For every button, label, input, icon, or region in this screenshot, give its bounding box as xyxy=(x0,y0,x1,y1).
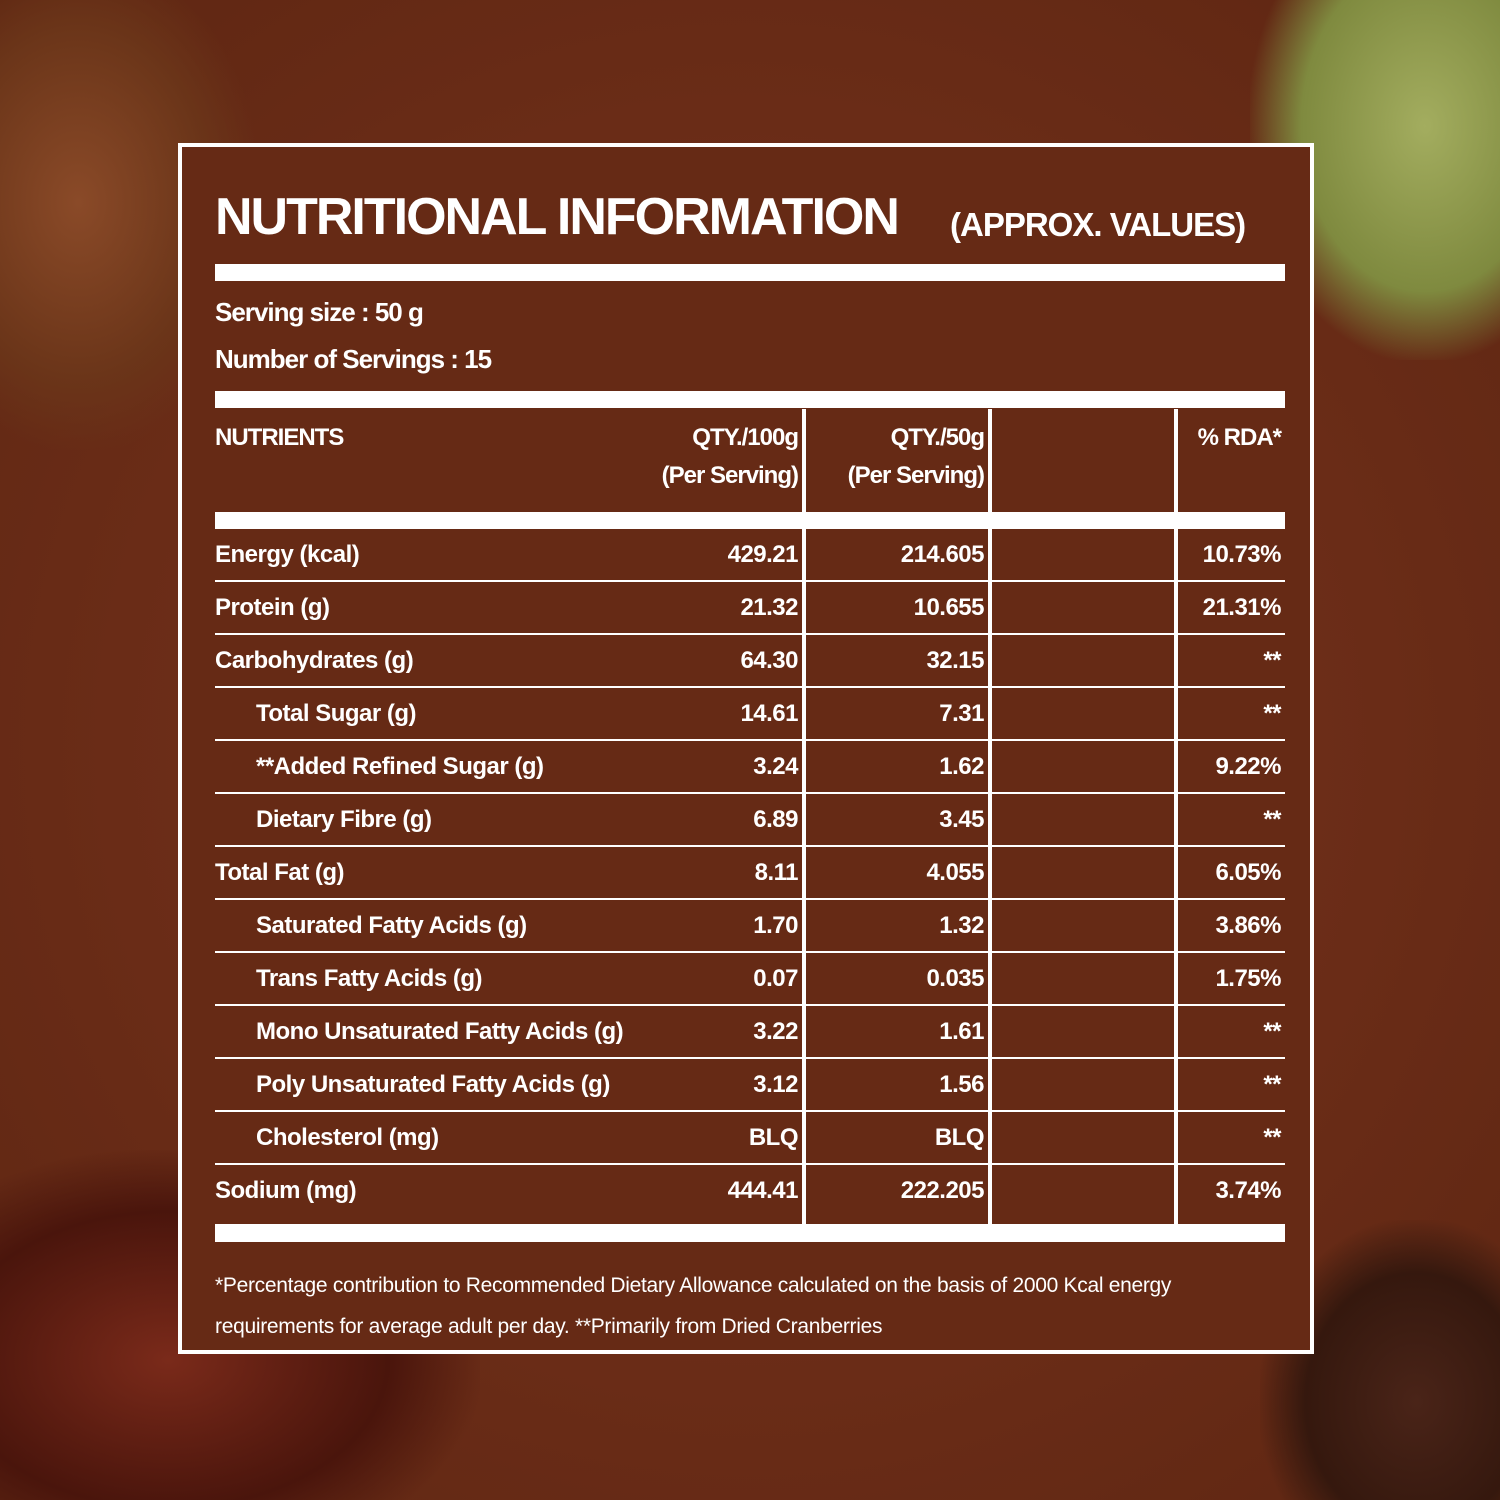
qty-50g: 1.32 xyxy=(939,912,984,939)
divider xyxy=(215,512,1285,529)
nutrient-name: Trans Fatty Acids (g) xyxy=(256,965,482,992)
nutrient-name: Sodium (mg) xyxy=(215,1177,357,1204)
title: NUTRITIONAL INFORMATION xyxy=(215,188,900,246)
rda-percent: 9.22% xyxy=(1215,753,1281,780)
qty-50g: 0.035 xyxy=(926,965,984,992)
qty-50g: 4.055 xyxy=(926,859,984,886)
table-row: Energy (kcal) 429.21 214.605 10.73% xyxy=(215,529,1285,582)
qty-50g: 7.31 xyxy=(939,700,984,727)
qty-100g: 0.07 xyxy=(753,965,798,992)
rda-percent: ** xyxy=(1263,1071,1281,1098)
column-divider xyxy=(988,409,992,1224)
serving-size: Serving size : 50 g xyxy=(215,297,424,327)
table-row: Sodium (mg) 444.41 222.205 3.74% xyxy=(215,1165,1285,1225)
header-qty-50g: QTY./50g (Per Serving) xyxy=(847,424,985,489)
qty-50g: 214.605 xyxy=(900,541,985,568)
nutrient-name: **Added Refined Sugar (g) xyxy=(256,753,544,780)
qty-50g: 32.15 xyxy=(926,647,984,674)
qty-100g: 64.30 xyxy=(740,647,798,674)
nutrition-panel: NUTRITIONAL INFORMATION (APPROX. VALUES)… xyxy=(178,143,1314,1354)
qty-50g: 1.61 xyxy=(939,1018,984,1045)
header-qty-100g: QTY./100g (Per Serving) xyxy=(661,424,799,489)
nutrient-name: Energy (kcal) xyxy=(215,541,360,568)
qty-50g: 222.205 xyxy=(900,1177,985,1204)
rda-percent: ** xyxy=(1263,1018,1281,1045)
qty-100g: 429.21 xyxy=(727,541,799,568)
table-row: Trans Fatty Acids (g) 0.07 0.035 1.75% xyxy=(215,953,1285,1006)
nutrient-name: Total Sugar (g) xyxy=(256,700,417,727)
table-row: **Added Refined Sugar (g) 3.24 1.62 9.22% xyxy=(215,741,1285,794)
rda-percent: 21.31% xyxy=(1202,594,1282,621)
nutrient-name: Carbohydrates (g) xyxy=(215,647,414,674)
column-divider xyxy=(1174,409,1178,1224)
qty-100g: 3.12 xyxy=(753,1071,798,1098)
qty-100g: BLQ xyxy=(748,1124,799,1151)
nutrient-name: Protein (g) xyxy=(215,594,330,621)
rda-percent: 3.86% xyxy=(1215,912,1281,939)
qty-100g: 3.24 xyxy=(753,753,798,780)
nutrient-name: Total Fat (g) xyxy=(215,859,345,886)
qty-50g: 1.62 xyxy=(939,753,984,780)
column-divider xyxy=(802,409,806,1224)
qty-100g: 14.61 xyxy=(740,700,798,727)
qty-100g: 21.32 xyxy=(740,594,798,621)
table-header: NUTRIENTS QTY./100g (Per Serving) QTY./50… xyxy=(215,409,1285,512)
qty-100g: 1.70 xyxy=(753,912,798,939)
nutrient-name: Mono Unsaturated Fatty Acids (g) xyxy=(256,1018,624,1045)
divider xyxy=(215,1224,1285,1242)
nutrient-name: Dietary Fibre (g) xyxy=(256,806,432,833)
rda-percent: ** xyxy=(1263,647,1281,674)
divider xyxy=(215,264,1285,281)
rda-percent: 6.05% xyxy=(1215,859,1281,886)
qty-50g: 10.655 xyxy=(913,594,985,621)
divider xyxy=(215,391,1285,408)
table-row: Carbohydrates (g) 64.30 32.15 ** xyxy=(215,635,1285,688)
footnote: *Percentage contribution to Recommended … xyxy=(215,1274,1172,1338)
rda-percent: ** xyxy=(1263,700,1281,727)
qty-100g: 3.22 xyxy=(753,1018,798,1045)
table-row: Cholesterol (mg) BLQ BLQ ** xyxy=(215,1112,1285,1165)
table-row: Dietary Fibre (g) 6.89 3.45 ** xyxy=(215,794,1285,847)
nutrient-name: Cholesterol (mg) xyxy=(256,1124,439,1151)
rda-percent: ** xyxy=(1263,806,1281,833)
rda-percent: 3.74% xyxy=(1215,1177,1281,1204)
qty-100g: 6.89 xyxy=(753,806,798,833)
subtitle: (APPROX. VALUES) xyxy=(950,206,1246,243)
table-row: Total Fat (g) 8.11 4.055 6.05% xyxy=(215,847,1285,900)
header-rda: % RDA* xyxy=(1197,424,1282,451)
qty-50g: BLQ xyxy=(934,1124,985,1151)
table-row: Saturated Fatty Acids (g) 1.70 1.32 3.86% xyxy=(215,900,1285,953)
table-row: Mono Unsaturated Fatty Acids (g) 3.22 1.61… xyxy=(215,1006,1285,1059)
nutrient-name: Poly Unsaturated Fatty Acids (g) xyxy=(256,1071,610,1098)
table-row: Protein (g) 21.32 10.655 21.31% xyxy=(215,582,1285,635)
qty-100g: 444.41 xyxy=(727,1177,799,1204)
table-row: Poly Unsaturated Fatty Acids (g) 3.12 1.56… xyxy=(215,1059,1285,1112)
qty-50g: 1.56 xyxy=(939,1071,984,1098)
qty-50g: 3.45 xyxy=(939,806,984,833)
nutrient-name: Saturated Fatty Acids (g) xyxy=(256,912,527,939)
header-nutrients: NUTRIENTS xyxy=(215,424,344,451)
number-of-servings: Number of Servings : 15 xyxy=(215,344,492,374)
rda-percent: 1.75% xyxy=(1215,965,1281,992)
table-row: Total Sugar (g) 14.61 7.31 ** xyxy=(215,688,1285,741)
rda-percent: 10.73% xyxy=(1202,541,1282,568)
rda-percent: ** xyxy=(1263,1124,1281,1151)
qty-100g: 8.11 xyxy=(754,859,799,886)
